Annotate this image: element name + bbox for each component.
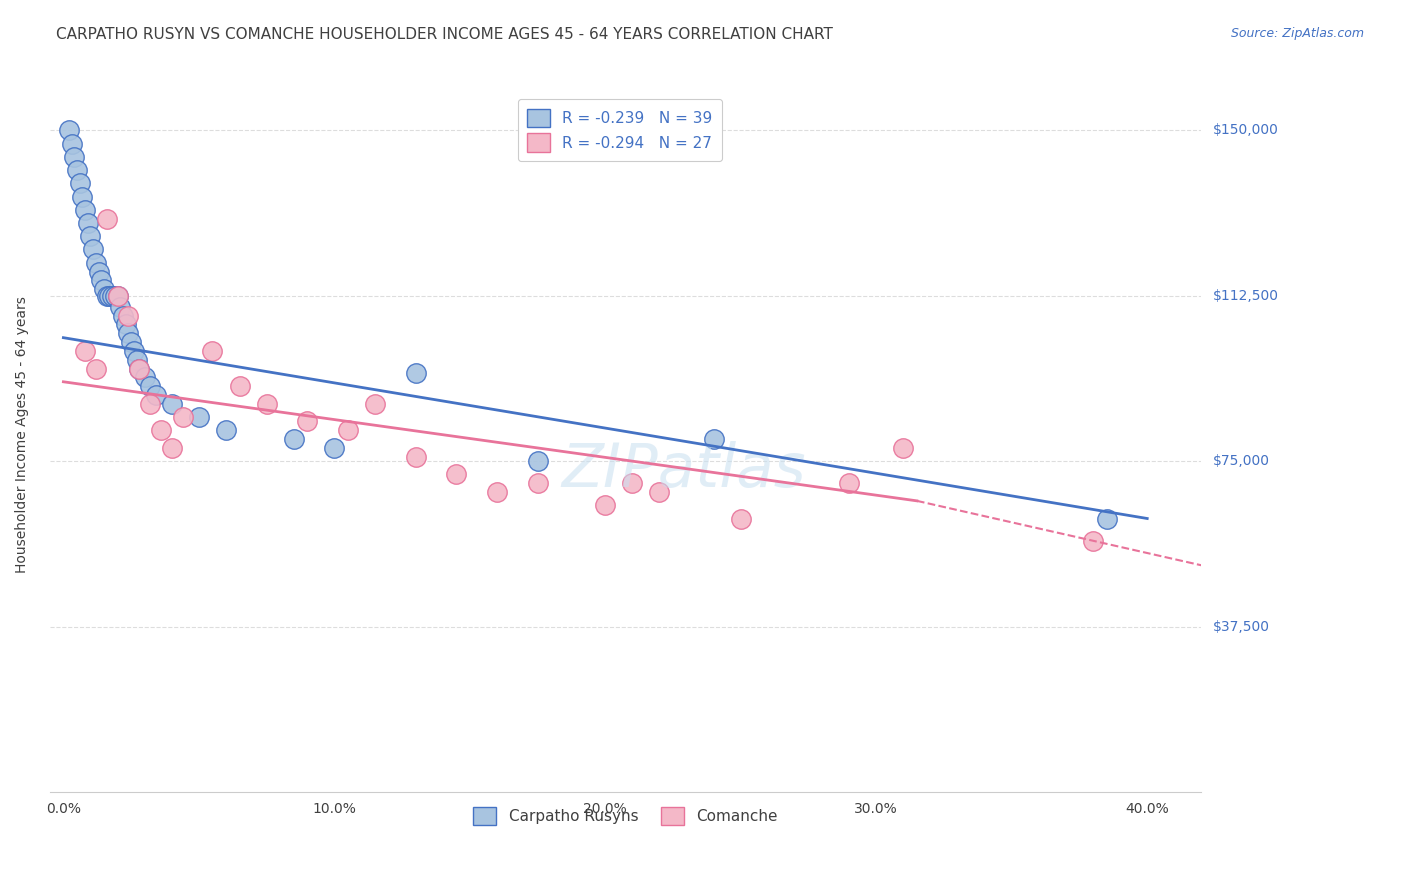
- Point: [187, 410, 209, 425]
- Point: [134, 370, 156, 384]
- Point: [648, 485, 671, 500]
- Point: [160, 397, 183, 411]
- Point: [446, 467, 468, 482]
- Point: [405, 450, 427, 464]
- Point: [283, 432, 305, 446]
- Point: [128, 361, 150, 376]
- Text: $150,000: $150,000: [1212, 123, 1278, 137]
- Point: [323, 441, 346, 455]
- Point: [73, 202, 96, 217]
- Point: [82, 243, 104, 257]
- Point: [79, 229, 101, 244]
- Point: [215, 423, 238, 437]
- Point: [336, 423, 359, 437]
- Point: [84, 361, 107, 376]
- Point: [69, 176, 91, 190]
- Point: [107, 289, 129, 303]
- Point: [96, 211, 118, 226]
- Point: [485, 485, 508, 500]
- Point: [703, 432, 725, 446]
- Point: [110, 300, 132, 314]
- Y-axis label: Householder Income Ages 45 - 64 years: Householder Income Ages 45 - 64 years: [15, 296, 30, 574]
- Point: [297, 414, 319, 428]
- Point: [364, 397, 387, 411]
- Point: [76, 216, 98, 230]
- Point: [526, 476, 548, 491]
- Point: [117, 326, 139, 341]
- Text: $37,500: $37,500: [1212, 620, 1270, 633]
- Point: [101, 289, 124, 303]
- Point: [98, 289, 121, 303]
- Point: [125, 352, 148, 367]
- Point: [1095, 511, 1118, 525]
- Text: Source: ZipAtlas.com: Source: ZipAtlas.com: [1230, 27, 1364, 40]
- Point: [58, 123, 80, 137]
- Point: [595, 498, 617, 512]
- Point: [145, 388, 167, 402]
- Point: [139, 379, 162, 393]
- Point: [73, 343, 96, 358]
- Text: ZIPatlas: ZIPatlas: [561, 441, 806, 500]
- Point: [1081, 533, 1104, 548]
- Point: [93, 282, 115, 296]
- Point: [160, 441, 183, 455]
- Point: [201, 343, 224, 358]
- Text: $75,000: $75,000: [1212, 454, 1270, 468]
- Point: [621, 476, 644, 491]
- Point: [256, 397, 278, 411]
- Point: [117, 309, 139, 323]
- Point: [72, 189, 94, 203]
- Point: [149, 423, 172, 437]
- Point: [405, 366, 427, 380]
- Point: [228, 379, 250, 393]
- Text: CARPATHO RUSYN VS COMANCHE HOUSEHOLDER INCOME AGES 45 - 64 YEARS CORRELATION CHA: CARPATHO RUSYN VS COMANCHE HOUSEHOLDER I…: [56, 27, 834, 42]
- Point: [891, 441, 914, 455]
- Point: [838, 476, 860, 491]
- Point: [526, 454, 548, 468]
- Point: [90, 273, 112, 287]
- Point: [128, 361, 150, 376]
- Point: [120, 334, 142, 349]
- Point: [84, 255, 107, 269]
- Text: $112,500: $112,500: [1212, 289, 1278, 302]
- Point: [172, 410, 194, 425]
- Point: [66, 163, 89, 178]
- Point: [114, 318, 136, 332]
- Point: [63, 150, 86, 164]
- Point: [111, 309, 134, 323]
- Point: [87, 264, 110, 278]
- Legend: Carpatho Rusyns, Comanche: Carpatho Rusyns, Comanche: [464, 797, 787, 834]
- Point: [122, 343, 145, 358]
- Point: [139, 397, 162, 411]
- Point: [96, 289, 118, 303]
- Point: [730, 511, 752, 525]
- Point: [60, 136, 83, 151]
- Point: [104, 289, 127, 303]
- Point: [107, 289, 129, 303]
